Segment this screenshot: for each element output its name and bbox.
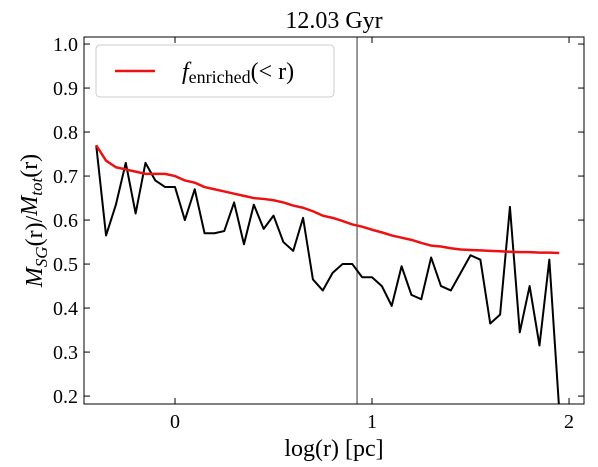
data-line [95, 145, 560, 404]
plot-frame [83, 36, 585, 405]
y-tick-label: 0.5 [53, 254, 78, 276]
legend-label-part: (< r) [251, 59, 295, 85]
legend-label: fenriched(< r) [182, 59, 294, 87]
y-tick-label: 0.6 [53, 210, 78, 232]
x-axis-label: log(r) [pc] [284, 436, 383, 462]
chart-title: 12.03 Gyr [285, 8, 382, 34]
legend: fenriched(< r) [95, 44, 335, 98]
y-axis-label: MSG(r)/Mtot(r) [17, 154, 51, 288]
x-tick-label: 0 [170, 411, 180, 433]
data-line [95, 144, 560, 255]
y-label-part: (r) [17, 154, 43, 178]
x-tick-label: 1 [367, 411, 377, 433]
legend-label-part: f [182, 59, 192, 85]
y-label-part: SG [32, 246, 51, 267]
legend-box [95, 44, 335, 98]
y-label-part: (r)/ [22, 215, 48, 246]
y-tick-label: 0.4 [53, 298, 78, 320]
y-label-part: tot [27, 177, 46, 196]
x-tick-label: 2 [564, 411, 574, 433]
y-label-part: M [22, 265, 48, 288]
plot-area [95, 144, 560, 404]
y-tick-label: 0.8 [53, 122, 78, 144]
legend-label-part: enriched [189, 67, 251, 87]
y-tick-label: 0.9 [53, 78, 78, 100]
y-tick-label: 0.3 [53, 342, 78, 364]
y-label-part: M [17, 194, 43, 217]
y-tick-label: 0.2 [53, 386, 78, 408]
y-tick-label: 0.7 [53, 166, 78, 188]
y-tick-label: 1.0 [53, 34, 78, 56]
